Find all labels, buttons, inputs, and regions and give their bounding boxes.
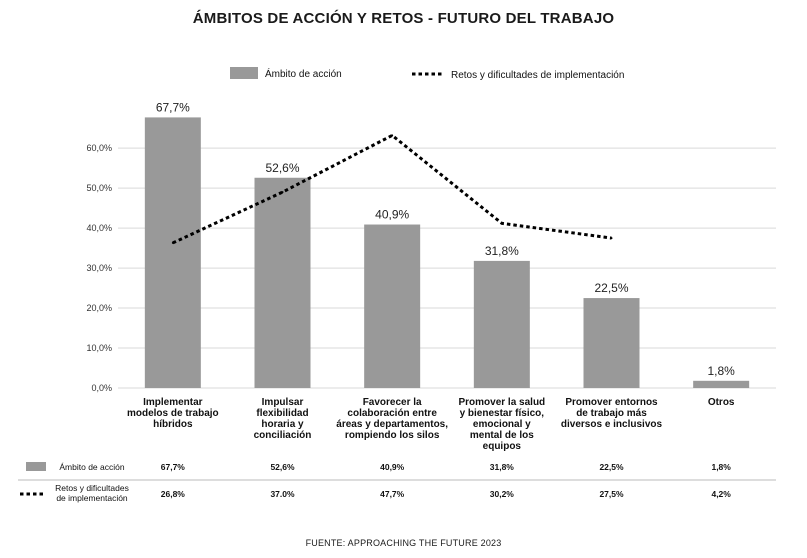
bar: [254, 177, 311, 388]
y-tick-label: 60,0%: [86, 143, 112, 153]
data-table: Ámbito de acción 67,7% 52,6% 40,9% 31,8% 22,5…: [18, 462, 776, 503]
table-cell: 47,7%: [380, 489, 405, 499]
table-cell: 4,2%: [711, 489, 731, 499]
bar-value-label: 31,8%: [485, 244, 519, 258]
bar-value-label: 67,7%: [156, 100, 190, 114]
chart-title: ÁMBITOS DE ACCIÓN Y RETOS - FUTURO DEL T…: [192, 10, 615, 27]
y-tick-label: 50,0%: [86, 183, 112, 193]
y-tick-label: 0,0%: [91, 383, 112, 393]
x-category-label: colaboración entre: [347, 408, 437, 419]
x-category-label: emocional y: [473, 419, 531, 430]
line-series: [171, 133, 613, 245]
y-tick-label: 40,0%: [86, 223, 112, 233]
y-tick-label: 30,0%: [86, 263, 112, 273]
x-category-label: de trabajo más: [576, 408, 647, 419]
table-cell: 27,5%: [599, 489, 624, 499]
x-category-label: Otros: [708, 397, 735, 408]
table-cell: 26,8%: [161, 489, 186, 499]
x-category-label: híbridos: [153, 419, 193, 430]
x-category-label: rompiendo los silos: [345, 430, 440, 441]
table-cell: 31,8%: [490, 462, 515, 472]
source-footer: FUENTE: APPROACHING THE FUTURE 2023: [305, 538, 502, 548]
line-point: [500, 222, 503, 225]
line-point: [171, 241, 174, 244]
legend-bar-swatch: [230, 67, 258, 79]
table-cell: 30,2%: [490, 489, 515, 499]
y-axis: 0,0% 10,0% 20,0% 30,0% 40,0% 50,0% 60,0%: [86, 143, 112, 393]
x-category-label: conciliación: [254, 430, 312, 441]
legend: Ámbito de acción Retos y dificultades de …: [230, 67, 624, 81]
y-tick-label: 10,0%: [86, 343, 112, 353]
table-cell: 67,7%: [161, 462, 186, 472]
bar-value-label: 52,6%: [265, 161, 299, 175]
x-category-label: Favorecer la: [363, 397, 422, 408]
table-row-label: Ámbito de acción: [59, 462, 124, 472]
bar: [144, 117, 201, 388]
x-category-label: Implementar: [143, 397, 203, 408]
x-category-label: y bienestar físico,: [460, 408, 545, 419]
bar-value-label: 1,8%: [707, 364, 735, 378]
bar: [473, 260, 530, 388]
line-point: [391, 134, 394, 137]
x-category-label: Promover entornos: [565, 397, 658, 408]
bar: [583, 298, 640, 388]
x-category-label: diversos e inclusivos: [561, 419, 663, 430]
y-tick-label: 20,0%: [86, 303, 112, 313]
x-category-label: modelos de trabajo: [127, 408, 219, 419]
bar-value-label: 40,9%: [375, 208, 409, 222]
legend-bar-label: Ámbito de acción: [265, 67, 342, 80]
bar-value-label: 22,5%: [594, 281, 628, 295]
x-category-label: Impulsar: [262, 397, 304, 408]
table-row-label: de implementación: [56, 493, 128, 503]
x-category-label: equipos: [483, 441, 522, 452]
table-row-label: Retos y dificultades: [55, 483, 129, 493]
x-category-label: Promover la salud: [458, 397, 545, 408]
table-cell: 1,8%: [711, 462, 731, 472]
table-cell: 40,9%: [380, 462, 405, 472]
x-category-label: horaria y: [261, 419, 304, 430]
x-category-label: áreas y departamentos,: [336, 419, 448, 430]
table-cell: 52,6%: [270, 462, 295, 472]
legend-line-label: Retos y dificultades de implementación: [451, 70, 624, 81]
x-category-label: mental de los: [470, 430, 534, 441]
x-category-label: flexibilidad: [256, 408, 308, 419]
table-bar-marker: [26, 462, 46, 471]
bar: [364, 224, 421, 388]
line-path: [172, 133, 612, 245]
table-cell: 37.0%: [270, 489, 295, 499]
line-point: [281, 191, 284, 194]
bar-series: 67,7% 52,6% 40,9% 31,8% 22,5% 1,8%: [144, 100, 750, 388]
bar: [693, 380, 750, 388]
line-point: [610, 237, 613, 240]
grid-lines: [118, 147, 776, 389]
table-cell: 22,5%: [599, 462, 624, 472]
